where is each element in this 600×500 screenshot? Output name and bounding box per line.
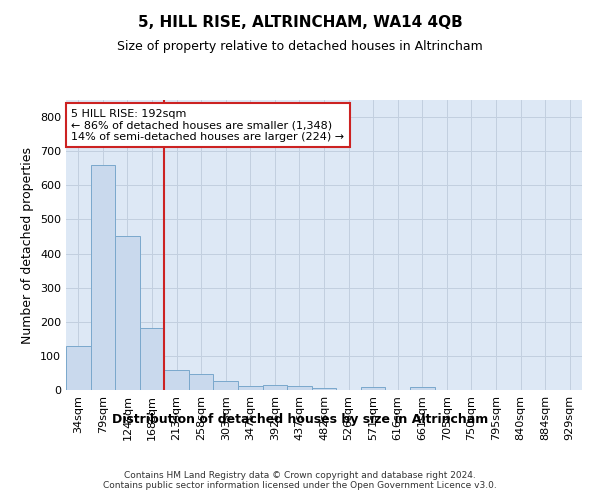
Y-axis label: Number of detached properties: Number of detached properties <box>22 146 34 344</box>
Bar <box>140 328 164 390</box>
Text: 5, HILL RISE, ALTRINCHAM, WA14 4QB: 5, HILL RISE, ALTRINCHAM, WA14 4QB <box>137 15 463 30</box>
Text: Size of property relative to detached houses in Altrincham: Size of property relative to detached ho… <box>117 40 483 53</box>
Bar <box>410 388 434 390</box>
Bar <box>263 385 287 390</box>
Bar <box>91 165 115 390</box>
Bar <box>238 386 263 390</box>
Bar <box>66 346 91 390</box>
Bar <box>361 388 385 390</box>
Bar <box>214 382 238 390</box>
Text: Contains HM Land Registry data © Crown copyright and database right 2024.
Contai: Contains HM Land Registry data © Crown c… <box>103 470 497 490</box>
Text: 5 HILL RISE: 192sqm
← 86% of detached houses are smaller (1,348)
14% of semi-det: 5 HILL RISE: 192sqm ← 86% of detached ho… <box>71 108 344 142</box>
Bar <box>189 374 214 390</box>
Bar <box>312 388 336 390</box>
Bar <box>115 236 140 390</box>
Bar <box>287 386 312 390</box>
Bar <box>164 370 189 390</box>
Text: Distribution of detached houses by size in Altrincham: Distribution of detached houses by size … <box>112 412 488 426</box>
